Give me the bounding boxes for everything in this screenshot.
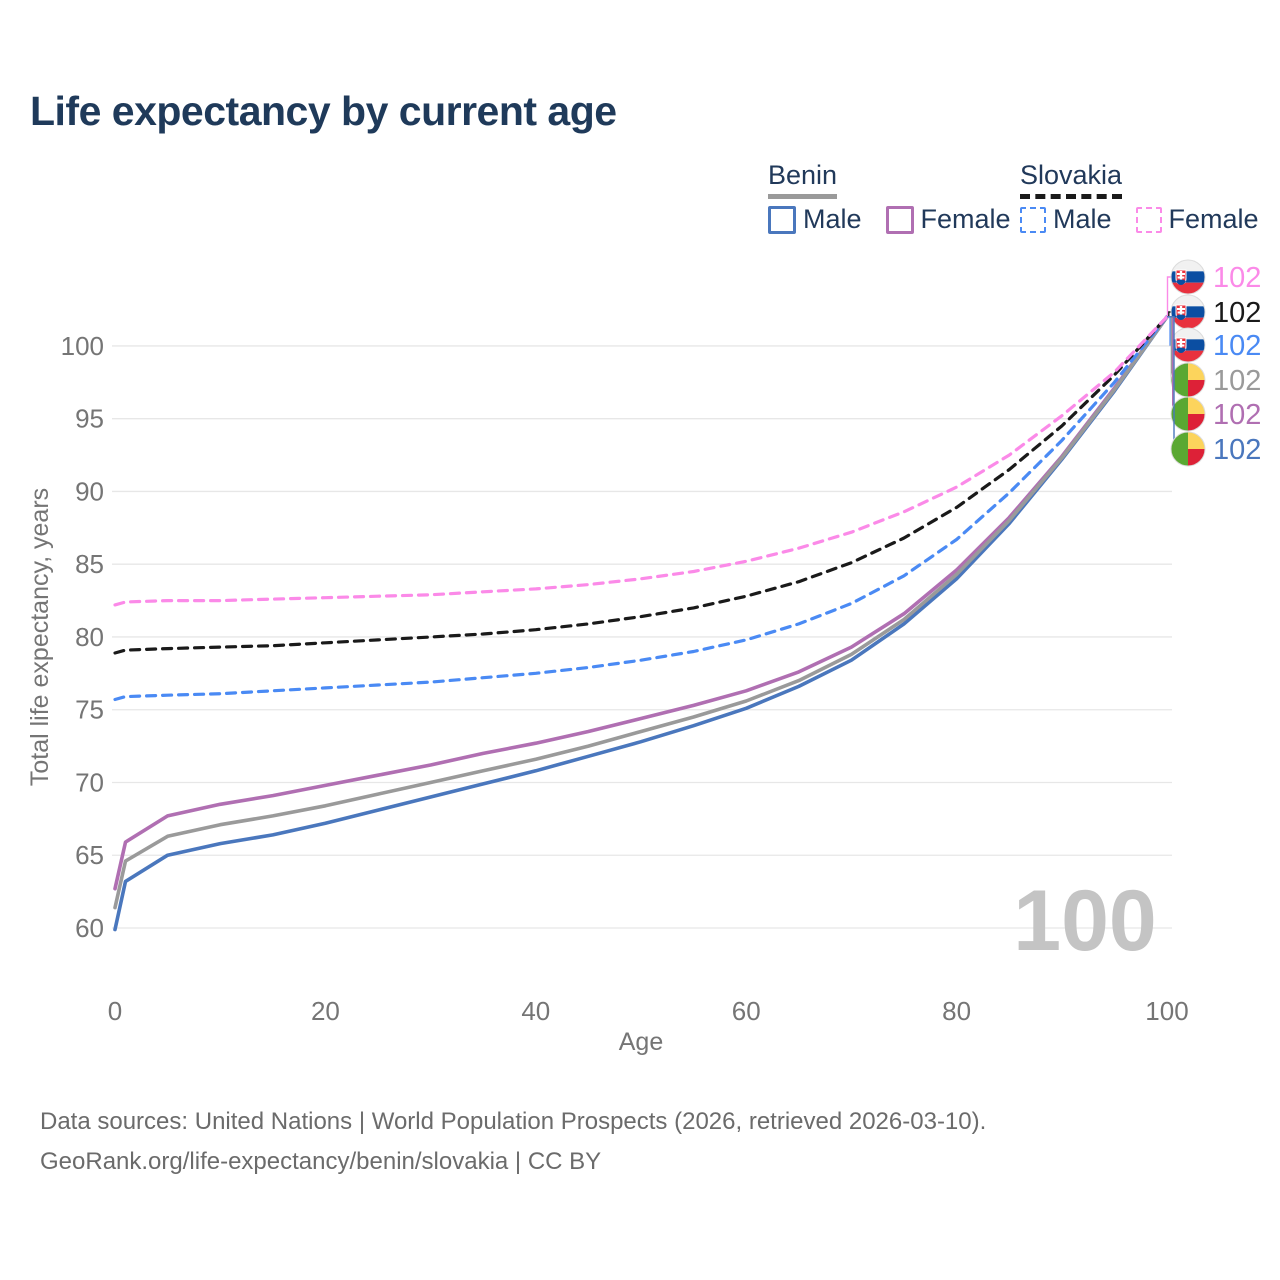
data-source-line: Data sources: United Nations | World Pop…: [40, 1108, 987, 1135]
legend-item-benin-female[interactable]: Female: [885, 204, 1011, 235]
slovakia-flag-icon: [1170, 327, 1206, 363]
x-tick-label: 0: [108, 996, 122, 1026]
series-line-slovakia[interactable]: [113, 315, 1169, 655]
legend-label: Female: [920, 204, 1011, 234]
y-tick-label: 100: [61, 331, 104, 361]
benin-female-swatch-icon: [885, 205, 914, 234]
slovakia-male-swatch-icon: [1020, 206, 1046, 233]
attribution-link[interactable]: GeoRank.org/life-expectancy/benin/slovak…: [40, 1148, 602, 1175]
y-tick-label: 70: [75, 767, 104, 797]
benin-male-swatch-icon: [768, 205, 796, 234]
series-line-benin-female[interactable]: [113, 315, 1169, 891]
slovakia-flag-icon: [1170, 294, 1206, 330]
x-tick-label: 60: [732, 996, 761, 1026]
legend-item-slovakia-male[interactable]: Male: [1020, 204, 1112, 235]
benin-flag-icon: [1170, 396, 1206, 432]
benin-line-style-swatch: [768, 194, 838, 199]
legend-label: Male: [1053, 204, 1112, 234]
x-tick-label: 20: [311, 996, 340, 1026]
watermark-max-age: 100: [1013, 873, 1157, 969]
slovakia-line-style-swatch: [1020, 194, 1123, 199]
series-line-slovakia-female[interactable]: [113, 315, 1169, 607]
slovakia-female-swatch-icon: [1135, 206, 1162, 233]
end-value-label: 102: [1213, 262, 1261, 294]
end-value-label: 102: [1213, 399, 1261, 431]
end-value-label: 102: [1213, 330, 1261, 362]
chart-legend: Benin Slovakia Male Female Male F: [0, 160, 1280, 250]
end-value-label: 102: [1213, 297, 1261, 329]
legend-item-benin-male[interactable]: Male: [768, 204, 862, 235]
x-tick-label: 100: [1145, 996, 1188, 1026]
series-line-slovakia-male[interactable]: [113, 315, 1169, 702]
legend-group-benin[interactable]: Benin: [768, 160, 838, 199]
end-label-connector: [1167, 316, 1171, 346]
page-title: Life expectancy by current age: [30, 88, 617, 134]
x-axis-title: Age: [619, 1028, 663, 1056]
end-label-connector: [1166, 276, 1171, 318]
y-tick-label: 80: [75, 622, 104, 652]
end-value-label: 102: [1213, 434, 1261, 466]
y-tick-label: 90: [75, 476, 104, 506]
legend-group-slovakia[interactable]: Slovakia: [1020, 160, 1123, 199]
legend-item-slovakia-female[interactable]: Female: [1135, 204, 1259, 235]
end-value-label: 102: [1213, 365, 1261, 397]
y-tick-label: 85: [75, 549, 104, 579]
end-label-connector: [1167, 316, 1173, 381]
x-tick-label: 80: [942, 996, 971, 1026]
legend-label: Female: [1168, 204, 1259, 234]
y-axis-title: Total life expectancy, years: [26, 488, 54, 786]
y-tick-label: 65: [75, 840, 104, 870]
line-chart-canvas[interactable]: 60 65 70 75 80 85 90 95 100 0 20 40 60 80 100 Age Total …: [0, 0, 1280, 1080]
benin-flag-icon: [1170, 431, 1206, 467]
y-tick-label: 60: [75, 913, 104, 943]
legend-country-slovakia[interactable]: Slovakia: [1020, 160, 1123, 190]
series-line-benin-male[interactable]: [113, 315, 1169, 932]
x-tick-label: 40: [521, 996, 550, 1026]
legend-label: Male: [803, 204, 862, 234]
series-line-benin[interactable]: [113, 315, 1169, 910]
y-tick-label: 95: [75, 404, 104, 434]
benin-flag-icon: [1170, 362, 1206, 398]
slovakia-flag-icon: [1170, 259, 1206, 295]
legend-country-benin[interactable]: Benin: [768, 160, 838, 190]
y-tick-label: 75: [75, 695, 104, 725]
